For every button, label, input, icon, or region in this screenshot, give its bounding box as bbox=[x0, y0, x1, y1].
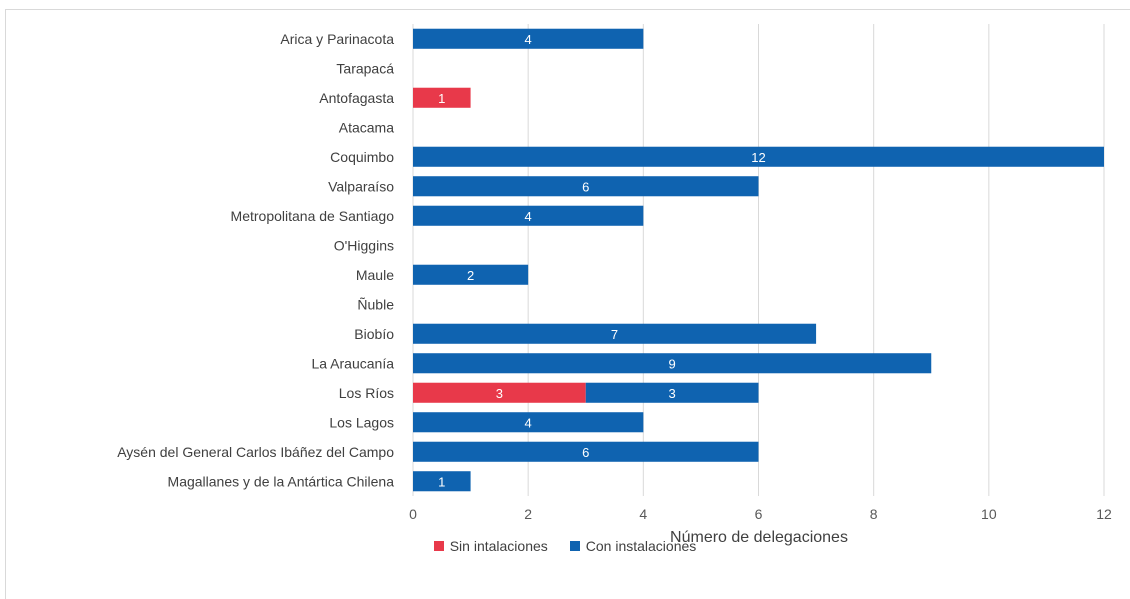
x-tick-label: 4 bbox=[639, 506, 647, 522]
category-label: Los Lagos bbox=[329, 414, 394, 430]
bar-data-label: 6 bbox=[582, 179, 589, 194]
bar-data-label: 1 bbox=[438, 91, 445, 106]
category-label: O'Higgins bbox=[334, 237, 394, 253]
x-tick-label: 10 bbox=[981, 506, 997, 522]
bar-data-label: 4 bbox=[525, 32, 532, 47]
category-label: Valparaíso bbox=[328, 178, 394, 194]
bar bbox=[413, 28, 644, 49]
bar bbox=[413, 412, 644, 433]
category-label: Maule bbox=[356, 267, 394, 283]
x-tick-label: 6 bbox=[755, 506, 763, 522]
bar-data-label: 9 bbox=[669, 356, 676, 371]
bar bbox=[413, 205, 644, 226]
bar-data-label: 4 bbox=[525, 415, 532, 430]
category-label: Antofagasta bbox=[319, 90, 394, 106]
category-labels: Arica y Parinacota Tarapacá Antofagasta Ata… bbox=[117, 31, 394, 490]
chart-frame bbox=[5, 9, 1130, 599]
bar-data-label: 7 bbox=[611, 327, 618, 342]
category-label: Aysén del General Carlos Ibáñez del Camp… bbox=[117, 444, 394, 460]
category-label: La Araucanía bbox=[311, 355, 394, 371]
bar bbox=[585, 382, 759, 403]
bar-data-label: 1 bbox=[438, 474, 445, 489]
category-label: Ñuble bbox=[357, 296, 394, 312]
bar bbox=[413, 146, 1104, 167]
bar bbox=[413, 471, 471, 492]
bars: 4 1 12 6 4 2 7 9 3 3 4 6 1 bbox=[413, 28, 1104, 492]
bar bbox=[413, 87, 471, 108]
bar bbox=[413, 382, 586, 403]
category-label: Metropolitana de Santiago bbox=[231, 208, 395, 224]
legend: Sin intalaciones Con instalaciones bbox=[0, 538, 1130, 554]
legend-swatch bbox=[433, 541, 444, 551]
category-label: Coquimbo bbox=[330, 149, 394, 165]
category-label: Biobío bbox=[354, 326, 394, 342]
bar-data-label: 4 bbox=[525, 209, 532, 224]
x-tick-label: 8 bbox=[870, 506, 878, 522]
bar-data-label: 6 bbox=[582, 445, 589, 460]
legend-swatch bbox=[569, 541, 580, 551]
bar bbox=[413, 441, 759, 462]
category-label: Arica y Parinacota bbox=[280, 31, 394, 47]
category-label: Atacama bbox=[339, 119, 394, 135]
legend-label: Con instalaciones bbox=[585, 538, 697, 554]
category-label: Tarapacá bbox=[336, 60, 394, 76]
bar-data-label: 2 bbox=[467, 268, 474, 283]
category-label: Los Ríos bbox=[339, 385, 394, 401]
x-axis-title: Número de delegaciones bbox=[670, 529, 848, 546]
bar-data-label: 3 bbox=[669, 386, 676, 401]
x-tick-label: 2 bbox=[524, 506, 532, 522]
bar bbox=[413, 323, 817, 344]
legend-item: Con instalaciones bbox=[569, 538, 697, 554]
x-tick-labels: 0 2 4 6 8 10 12 bbox=[409, 506, 1112, 522]
x-tick-label: 0 bbox=[409, 506, 417, 522]
legend-item: Sin intalaciones bbox=[433, 538, 548, 554]
bar-data-label: 3 bbox=[496, 386, 503, 401]
category-label: Magallanes y de la Antártica Chilena bbox=[168, 473, 395, 489]
bar bbox=[413, 264, 529, 285]
bar bbox=[413, 176, 759, 197]
bar-data-label: 12 bbox=[751, 150, 765, 165]
bar bbox=[413, 353, 932, 374]
x-tick-label: 12 bbox=[1096, 506, 1112, 522]
legend-label: Sin intalaciones bbox=[449, 538, 548, 554]
